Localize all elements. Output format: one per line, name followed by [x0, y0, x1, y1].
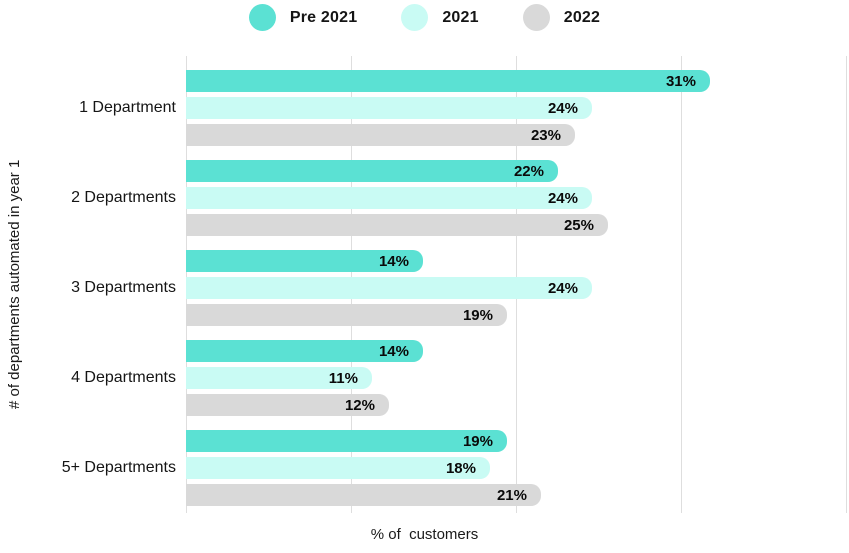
- gridline: [681, 56, 682, 513]
- bar-group: 4 Departments 14% 11% 12%: [71, 340, 846, 416]
- legend-item: Pre 2021: [248, 4, 358, 31]
- bar-value-label: 23%: [530, 126, 561, 144]
- bar-value-label: 31%: [665, 72, 696, 90]
- bar-2021: 24%: [186, 187, 592, 209]
- bar-group: 3 Departments 14% 24% 19%: [71, 250, 846, 326]
- legend: Pre 2021 2021 2022: [0, 4, 849, 31]
- bar-2022: 23%: [186, 124, 575, 146]
- legend-item: 2022: [522, 4, 601, 31]
- bar-value-label: 11%: [328, 369, 358, 387]
- bar-pre-2021: 19%: [186, 430, 507, 452]
- bar-group: 5+ Departments 19% 18% 21%: [62, 430, 846, 506]
- y-axis-title: # of departments automated in year 1: [6, 159, 23, 410]
- bar-pre-2021: 14%: [186, 340, 423, 362]
- category-label: 3 Departments: [71, 279, 176, 296]
- bar-value-label: 18%: [445, 459, 476, 477]
- bar-2021: 24%: [186, 97, 592, 119]
- legend-label: Pre 2021: [289, 8, 358, 26]
- category-label: 2 Departments: [71, 189, 176, 206]
- category-label: 5+ Departments: [61, 459, 176, 476]
- bar-groups: 1 Department 31% 24% 23% 2 Departments 22% 24%…: [62, 56, 846, 513]
- bar-2021: 11%: [186, 367, 372, 389]
- legend-swatch-icon: [522, 4, 550, 31]
- bar-2022: 19%: [186, 304, 507, 326]
- bar-2022: 25%: [186, 214, 608, 236]
- x-axis-title: % of customers: [370, 526, 479, 543]
- category-label: 4 Departments: [71, 369, 176, 386]
- bar-value-label: 19%: [462, 306, 493, 324]
- bar-pre-2021: 22%: [186, 160, 558, 182]
- bar-value-label: 24%: [547, 279, 578, 297]
- bar-pre-2021: 31%: [186, 70, 710, 92]
- legend-label: 2021: [442, 8, 479, 26]
- legend-label: 2022: [563, 8, 601, 26]
- bar-value-label: 21%: [496, 486, 527, 504]
- legend-swatch-icon: [401, 4, 429, 31]
- category-label: 1 Department: [79, 99, 176, 116]
- bar-value-label: 14%: [378, 252, 409, 270]
- bar-value-label: 24%: [547, 189, 578, 207]
- bar-value-label: 22%: [513, 162, 544, 180]
- bar-value-label: 25%: [563, 216, 594, 234]
- bar-value-label: 14%: [378, 342, 409, 360]
- bar-value-label: 12%: [344, 396, 375, 414]
- legend-item: 2021: [401, 4, 479, 31]
- bar-value-label: 19%: [462, 432, 493, 450]
- bar-2022: 12%: [186, 394, 389, 416]
- legend-swatch-icon: [248, 4, 276, 31]
- bar-value-label: 24%: [547, 99, 578, 117]
- gridline: [846, 56, 847, 513]
- bar-group: 1 Department 31% 24% 23%: [79, 70, 846, 146]
- bar-pre-2021: 14%: [186, 250, 423, 272]
- bar-2022: 21%: [186, 484, 541, 506]
- bar-2021: 18%: [186, 457, 490, 479]
- bar-group: 2 Departments 22% 24% 25%: [71, 160, 846, 236]
- plot-area: 1 Department 31% 24% 23% 2 Departments 22% 24%…: [62, 56, 847, 513]
- bar-2021: 24%: [186, 277, 592, 299]
